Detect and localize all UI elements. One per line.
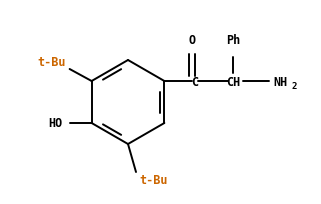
Text: CH: CH — [226, 76, 240, 89]
Text: O: O — [189, 34, 196, 47]
Text: t-Bu: t-Bu — [37, 55, 66, 68]
Text: C: C — [191, 76, 198, 89]
Text: HO: HO — [48, 117, 63, 130]
Text: 2: 2 — [292, 82, 297, 91]
Text: NH: NH — [273, 76, 288, 89]
Text: t-Bu: t-Bu — [140, 174, 168, 187]
Text: Ph: Ph — [226, 34, 240, 47]
